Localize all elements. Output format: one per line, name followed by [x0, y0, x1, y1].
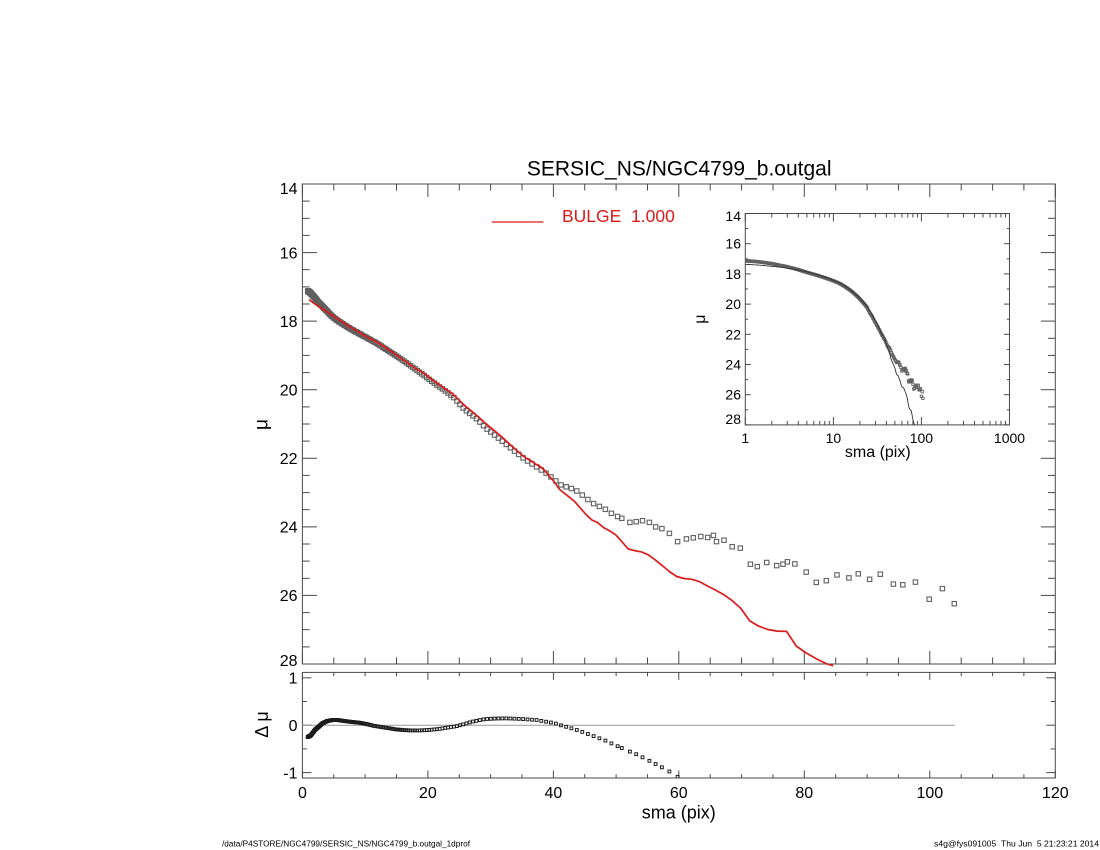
svg-text:20: 20	[725, 296, 741, 312]
svg-text:100: 100	[910, 430, 934, 446]
svg-text:10: 10	[826, 430, 842, 446]
svg-text:/data/P4STORE/NGC4799/SERSIC_N: /data/P4STORE/NGC4799/SERSIC_NS/NGC4799_…	[222, 839, 471, 848]
svg-text:sma (pix): sma (pix)	[642, 803, 716, 823]
svg-text:24: 24	[725, 357, 741, 373]
svg-text:16: 16	[725, 236, 741, 252]
svg-text:40: 40	[545, 785, 563, 802]
svg-text:28: 28	[725, 411, 741, 427]
svg-text:16: 16	[280, 245, 298, 262]
svg-text:20: 20	[280, 383, 298, 400]
svg-text:μ: μ	[692, 315, 709, 324]
svg-text:-1: -1	[283, 765, 297, 782]
svg-text:24: 24	[280, 520, 298, 537]
svg-text:BULGE 1.000: BULGE 1.000	[562, 206, 675, 226]
svg-text:Δ μ: Δ μ	[252, 711, 272, 737]
svg-text:100: 100	[916, 785, 943, 802]
svg-text:22: 22	[280, 451, 298, 468]
svg-text:s4g@fys091005 Thu Jun 5 21:2: s4g@fys091005 Thu Jun 5 21:23:21 2014	[934, 839, 1100, 848]
svg-text:26: 26	[725, 387, 741, 403]
svg-text:0: 0	[289, 718, 298, 735]
svg-text:26: 26	[280, 588, 298, 605]
svg-text:SERSIC_NS/NGC4799_b.outgal: SERSIC_NS/NGC4799_b.outgal	[527, 158, 832, 181]
svg-text:0: 0	[298, 785, 307, 802]
svg-text:14: 14	[280, 181, 298, 198]
svg-text:20: 20	[419, 785, 437, 802]
svg-text:14: 14	[725, 208, 741, 224]
svg-text:120: 120	[1042, 785, 1069, 802]
svg-text:μ: μ	[252, 419, 273, 430]
svg-text:1: 1	[741, 430, 749, 446]
svg-text:28: 28	[280, 653, 298, 670]
svg-text:1: 1	[289, 671, 298, 688]
svg-text:80: 80	[795, 785, 813, 802]
svg-text:18: 18	[280, 314, 298, 331]
svg-text:sma (pix): sma (pix)	[845, 444, 911, 461]
svg-text:60: 60	[670, 785, 688, 802]
svg-text:18: 18	[725, 266, 741, 282]
svg-text:1000: 1000	[994, 430, 1025, 446]
svg-text:22: 22	[725, 326, 741, 342]
